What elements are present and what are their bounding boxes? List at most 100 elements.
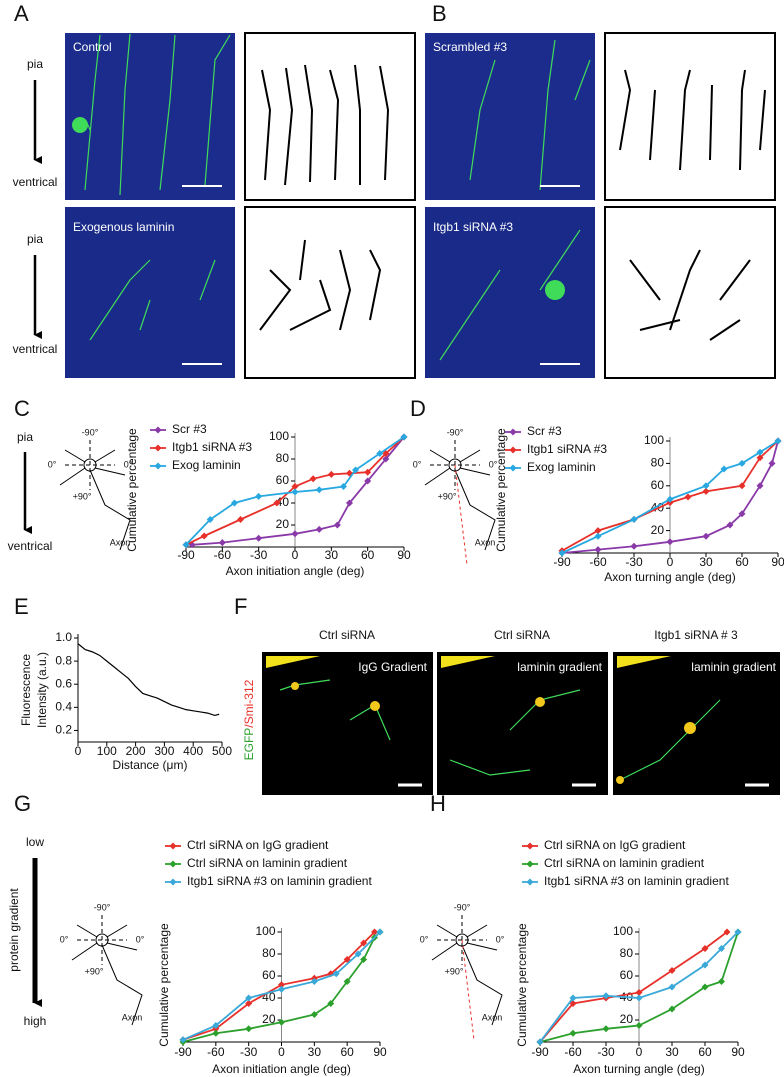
x-tick-label: 100 [97,744,117,758]
turning-line [461,939,475,1041]
data-point [327,1000,335,1007]
legend-marker [169,860,177,868]
y-tick-label: 20 [620,1012,634,1026]
x-tick-label: 60 [698,1045,712,1059]
y-axis-label: Fluorescence [19,654,33,726]
legend-label: Itgb1 siRNA #3 [527,442,607,456]
data-point [635,989,643,996]
x-tick-label: -60 [589,555,607,569]
legend-marker [169,878,177,886]
stain-red: /Smi-312 [242,679,256,727]
data-point [668,967,676,974]
legend-marker [509,464,517,472]
y-tick-label: 20 [651,523,665,537]
data-point [291,483,299,490]
data-point [360,956,368,963]
data-point [352,466,360,474]
y-tick-label: 60 [651,478,665,492]
x-tick-label: -30 [240,1045,258,1059]
angle-label: 0° [136,934,145,944]
data-point [602,1025,610,1033]
data-point [218,539,226,547]
x-tick-label: 60 [361,548,375,562]
gradient-name: laminin gradient [691,660,776,674]
data-point [333,521,341,529]
data-point [245,994,253,1002]
x-tick-label: 30 [665,1045,679,1059]
neuron-sketch [59,449,131,551]
legend-label: Ctrl siRNA on laminin gradient [187,856,348,870]
column-title: Ctrl siRNA [319,628,375,642]
x-tick-label: 30 [699,555,713,569]
legend-marker [526,878,534,886]
legend-label: Exog laminin [172,458,241,472]
data-line [191,436,405,546]
orientation-top: pia [27,232,43,246]
angle-label: -90° [82,427,99,437]
y-tick-label: 0.6 [55,676,72,690]
data-point [278,981,285,989]
legend-marker [509,446,517,454]
x-axis-label: Axon initiation angle (deg) [212,1062,351,1076]
x-tick-label: 0 [636,1045,643,1059]
data-point [756,482,764,490]
data-point [310,1011,318,1018]
x-axis-label: Axon initiation angle (deg) [226,564,365,578]
arrows [23,80,42,1007]
data-point [630,542,638,550]
data-point [315,486,323,494]
data-point [212,1022,220,1029]
data-point [774,437,782,445]
orientation-bottom: ventrical [8,539,53,553]
legend-label: Itgb1 siRNA #3 [172,440,252,454]
x-tick-label: 90 [771,555,784,569]
y-tick-label: 100 [644,433,664,447]
data-point [684,493,692,501]
data-point [354,950,362,958]
data-point [718,945,725,952]
data-point [635,994,643,1002]
data-point [635,1022,643,1029]
y-tick-label: 60 [276,473,290,487]
y-tick-label: 80 [651,456,665,470]
x-tick-label: 60 [735,555,749,569]
x-axis-label: Axon turning angle (deg) [573,1062,704,1076]
axon-label: Axon [110,537,131,547]
data-line [77,643,220,717]
angle-label: -90° [454,902,471,912]
x-tick-label: 500 [212,744,232,758]
legend-marker [154,444,162,452]
data-point [594,527,602,535]
data-point [255,534,263,542]
data-point [376,450,384,457]
y-axis-label: Cumulative percentage [515,923,529,1047]
data-point [206,516,214,523]
image-label: Exogenous laminin [73,220,174,234]
legend-label: Itgb1 siRNA #3 on laminin gradient [187,874,372,888]
panel-label: B [432,1,447,26]
x-tick-label: 30 [325,548,339,562]
data-point [701,983,709,991]
tracings [244,32,776,379]
data-point [701,961,709,969]
x-tick-label: 0 [667,555,674,569]
data-point [364,477,372,485]
panel-label: G [14,791,31,816]
data-point [718,978,725,985]
data-point [702,482,710,490]
x-tick-label: -30 [597,1045,615,1059]
x-tick-label: -60 [564,1045,582,1059]
gradient-label: protein gradient [7,888,21,972]
data-line [539,931,739,1043]
stain-label: EGFP/Smi-312 [242,679,256,760]
data-point [558,549,566,557]
data-point [668,983,676,991]
data-point [536,1038,544,1046]
legend-marker [169,842,177,850]
data-line [185,436,405,546]
fluorescence-photos [262,652,780,795]
turning-line [454,464,468,566]
image-label: Itgb1 siRNA #3 [433,220,513,234]
legend-label: Itgb1 siRNA #3 on laminin gradient [544,874,729,888]
angle-label: +90° [438,491,457,501]
